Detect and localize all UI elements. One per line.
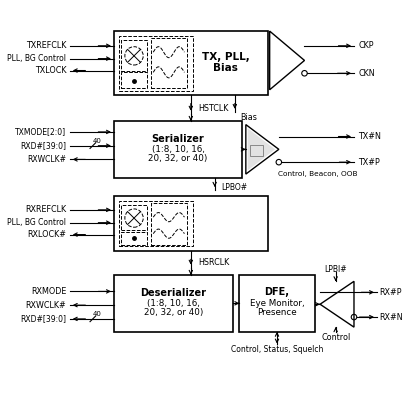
Text: HSTCLK: HSTCLK <box>198 104 229 113</box>
Polygon shape <box>248 128 275 171</box>
Text: TXMODE[2:0]: TXMODE[2:0] <box>15 127 66 136</box>
Text: (1:8, 10, 16,: (1:8, 10, 16, <box>147 299 200 308</box>
Text: Control: Control <box>321 333 350 342</box>
Text: RXWCLK#: RXWCLK# <box>27 155 66 164</box>
Text: RXLOCK#: RXLOCK# <box>27 230 66 239</box>
Text: Presence: Presence <box>257 308 297 317</box>
Text: Bias: Bias <box>240 113 257 122</box>
Text: 20, 32, or 40): 20, 32, or 40) <box>144 308 203 317</box>
Text: TX, PLL,: TX, PLL, <box>202 52 249 62</box>
Text: (1:8, 10, 16,: (1:8, 10, 16, <box>152 145 204 154</box>
Text: TXLOCK: TXLOCK <box>35 66 66 75</box>
Text: RXWCLK#: RXWCLK# <box>25 301 66 310</box>
Text: CKN: CKN <box>359 69 375 78</box>
Text: TX#N: TX#N <box>359 132 382 141</box>
Text: RXMODE: RXMODE <box>31 287 66 296</box>
Text: Serializer: Serializer <box>152 134 204 144</box>
Text: RX#N: RX#N <box>380 312 403 322</box>
Text: PLL, BG Control: PLL, BG Control <box>7 218 66 227</box>
Text: 40: 40 <box>93 138 102 144</box>
Text: Eye Monitor,: Eye Monitor, <box>250 299 304 308</box>
Text: LPBO#: LPBO# <box>221 183 247 192</box>
Text: 40: 40 <box>93 311 102 317</box>
Text: LPBI#: LPBI# <box>324 265 347 274</box>
Text: HSRCLK: HSRCLK <box>198 258 229 268</box>
Text: CKP: CKP <box>359 41 374 50</box>
Text: RX#P: RX#P <box>380 288 402 297</box>
Text: DFE,: DFE, <box>264 287 289 297</box>
Text: 20, 32, or 40): 20, 32, or 40) <box>148 154 208 163</box>
Text: TXREFCLK: TXREFCLK <box>26 41 66 50</box>
Text: Control, Beacon, OOB: Control, Beacon, OOB <box>278 171 357 177</box>
Text: Control, Status, Squelch: Control, Status, Squelch <box>231 345 323 354</box>
Text: TX#P: TX#P <box>359 158 380 167</box>
Text: PLL, BG Control: PLL, BG Control <box>7 54 66 63</box>
Text: RXREFCLK: RXREFCLK <box>25 205 66 214</box>
Text: Bias: Bias <box>213 63 238 73</box>
Text: Deserializer: Deserializer <box>140 288 206 298</box>
Text: RXD#[39:0]: RXD#[39:0] <box>20 314 66 323</box>
Text: RXD#[39:0]: RXD#[39:0] <box>20 141 66 150</box>
